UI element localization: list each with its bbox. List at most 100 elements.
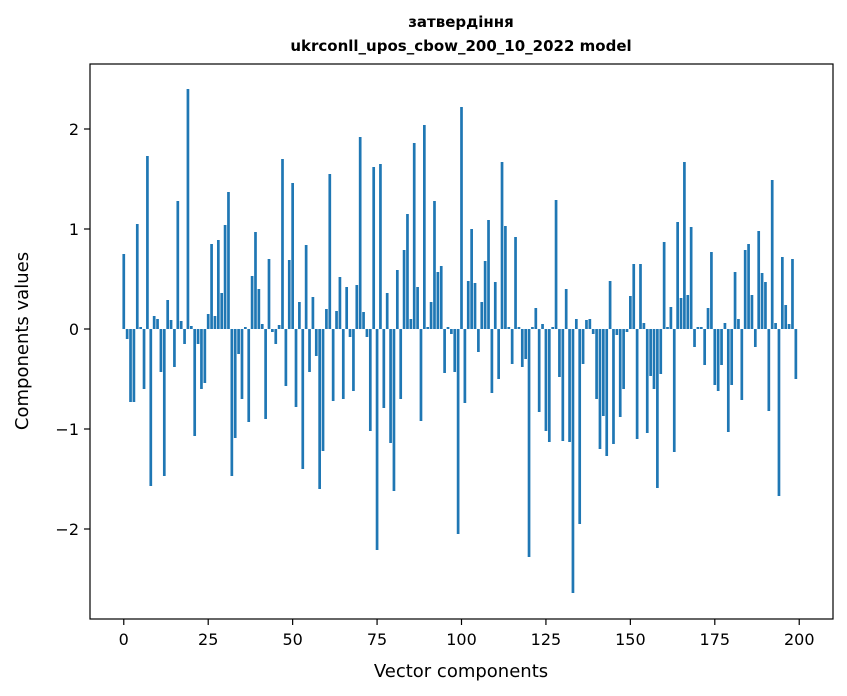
- bar-21: [193, 329, 197, 436]
- bar-80: [392, 329, 396, 491]
- bar-47: [281, 159, 284, 329]
- bar-144: [608, 281, 612, 329]
- bar-171: [699, 327, 703, 329]
- bar-41: [260, 324, 264, 329]
- bar-68: [352, 329, 355, 391]
- bar-42: [264, 329, 267, 419]
- bar-173: [706, 308, 710, 329]
- bar-178: [723, 323, 727, 329]
- bar-150: [629, 296, 632, 329]
- bar-112: [500, 162, 504, 329]
- bar-141: [598, 329, 602, 449]
- x-tick-label: 175: [700, 630, 731, 649]
- bar-59: [321, 329, 325, 451]
- bar-168: [689, 227, 693, 329]
- bar-14: [169, 320, 173, 329]
- bar-76: [379, 164, 382, 329]
- x-tick-label: 125: [531, 630, 562, 649]
- bar-36: [244, 327, 247, 329]
- bar-8: [149, 329, 153, 486]
- bar-13: [166, 300, 170, 329]
- bar-134: [574, 319, 578, 329]
- bar-12: [162, 329, 166, 476]
- x-axis-label: Vector components: [374, 661, 548, 682]
- bar-124: [541, 324, 544, 329]
- bar-142: [601, 329, 605, 416]
- bar-32: [230, 329, 234, 476]
- bar-156: [649, 329, 652, 376]
- bar-83: [402, 250, 406, 329]
- bar-107: [483, 261, 487, 329]
- bar-121: [531, 327, 534, 329]
- bar-186: [750, 295, 754, 329]
- bar-166: [683, 162, 686, 329]
- y-axis-label: Components values: [12, 252, 33, 430]
- bar-57: [314, 329, 318, 356]
- bar-103: [470, 229, 473, 329]
- bar-20: [189, 326, 193, 329]
- bar-64: [338, 277, 342, 329]
- bar-163: [672, 329, 676, 452]
- bar-46: [277, 325, 281, 329]
- y-tick-label: 0: [69, 320, 79, 339]
- bar-54: [304, 245, 308, 329]
- bar-1: [125, 329, 129, 339]
- bar-70: [358, 137, 362, 329]
- bar-126: [547, 329, 551, 442]
- ticks-group: 0 25 50 75 100 125 150 175 200 −2 −1 0 1 2: [55, 120, 814, 649]
- bar-196: [784, 305, 788, 329]
- bar-56: [311, 297, 315, 329]
- bar-116: [514, 237, 517, 329]
- bar-75: [375, 329, 379, 550]
- bar-82: [399, 329, 403, 399]
- bar-192: [770, 180, 774, 329]
- plot-frame: [89, 63, 834, 620]
- bar-138: [588, 319, 592, 329]
- bar-176: [716, 329, 720, 391]
- bar-177: [720, 329, 723, 365]
- y-tick-label: 2: [69, 120, 79, 139]
- bar-128: [554, 200, 558, 329]
- bar-106: [480, 302, 484, 329]
- bar-31: [227, 192, 230, 329]
- bar-154: [642, 323, 646, 329]
- bar-4: [135, 224, 139, 329]
- bar-74: [372, 167, 376, 329]
- bar-104: [473, 283, 477, 329]
- bar-15: [173, 329, 176, 367]
- bar-164: [676, 222, 679, 329]
- bar-157: [652, 329, 656, 389]
- bar-113: [504, 226, 507, 329]
- bar-119: [524, 329, 528, 359]
- bar-127: [551, 327, 555, 329]
- bar-34: [237, 329, 240, 354]
- bar-63: [335, 311, 338, 329]
- bar-158: [656, 329, 659, 488]
- bar-195: [780, 257, 784, 329]
- bar-137: [585, 320, 588, 329]
- bar-170: [696, 327, 700, 329]
- bar-73: [368, 329, 372, 431]
- y-tick-label: −1: [55, 420, 79, 439]
- bar-110: [493, 282, 497, 329]
- bar-197: [787, 324, 791, 329]
- bar-0: [122, 254, 126, 329]
- bar-10: [156, 319, 159, 329]
- bar-33: [233, 329, 237, 438]
- bar-172: [703, 329, 707, 365]
- bar-118: [520, 329, 524, 367]
- bar-160: [662, 242, 666, 329]
- bar-9: [152, 316, 156, 329]
- bar-85: [409, 319, 413, 329]
- bar-78: [385, 293, 389, 329]
- bar-86: [412, 143, 416, 329]
- bar-187: [753, 329, 757, 347]
- bar-93: [436, 272, 440, 329]
- bar-61: [328, 174, 332, 329]
- bar-147: [618, 329, 622, 417]
- bar-189: [760, 273, 764, 329]
- bar-129: [558, 329, 561, 377]
- x-tick-label: 100: [446, 630, 477, 649]
- bars-group: [122, 89, 798, 593]
- bar-92: [433, 201, 436, 329]
